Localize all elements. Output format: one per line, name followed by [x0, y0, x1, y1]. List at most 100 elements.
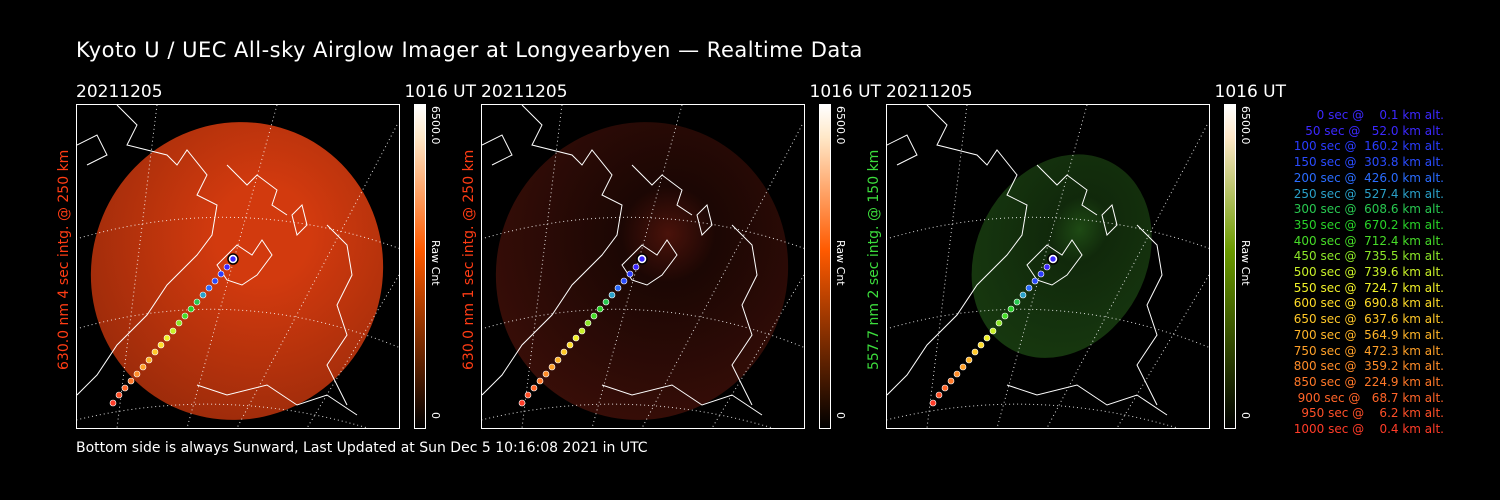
panel-wavelength-label: 630.0 nm 1 sec intg. @ 250 km	[461, 149, 477, 370]
track-point	[941, 384, 949, 392]
colorbar-max: 6500.0	[1239, 106, 1252, 145]
allsky-image	[76, 104, 400, 429]
track-point	[175, 319, 183, 327]
track-point	[560, 348, 568, 356]
colorbar	[819, 104, 831, 429]
track-point	[199, 291, 207, 299]
legend-row: 800 sec @ 359.2 km alt.	[1289, 359, 1444, 374]
track-point	[145, 356, 153, 364]
airglow-panel-3: 20211205 1016 UT	[886, 82, 1286, 432]
legend-row: 500 sec @ 739.6 km alt.	[1289, 265, 1444, 280]
track-point	[602, 298, 610, 306]
track-point	[187, 305, 195, 313]
track-point	[229, 255, 237, 263]
track-point	[590, 312, 598, 320]
colorbar-max: 6500.0	[834, 106, 847, 145]
track-point	[554, 356, 562, 364]
legend-row: 850 sec @ 224.9 km alt.	[1289, 374, 1444, 389]
legend-row: 450 sec @ 735.5 km alt.	[1289, 249, 1444, 264]
legend-row: 600 sec @ 690.8 km alt.	[1289, 296, 1444, 311]
track-point	[163, 334, 171, 342]
allsky-image	[886, 104, 1210, 429]
legend-row: 200 sec @ 426.0 km alt.	[1289, 170, 1444, 185]
airglow-panel-2: 20211205 1016 UT	[481, 82, 881, 432]
footer-note: Bottom side is always Sunward, Last Upda…	[76, 440, 648, 456]
colorbar-max: 6500.0	[429, 106, 442, 145]
track-point	[1043, 263, 1051, 271]
track-point	[977, 341, 985, 349]
track-point	[971, 348, 979, 356]
coastlines	[482, 105, 763, 416]
track-point	[217, 270, 225, 278]
allsky-image	[481, 104, 805, 429]
legend-row: 50 sec @ 52.0 km alt.	[1297, 123, 1444, 138]
page-title: Kyoto U / UEC All-sky Airglow Imager at …	[76, 38, 863, 62]
track-point	[548, 363, 556, 371]
track-point	[127, 377, 135, 385]
track-point	[626, 270, 634, 278]
track-point	[109, 399, 117, 407]
track-point	[157, 341, 165, 349]
panel-date: 20211205	[481, 82, 568, 102]
track-point	[518, 399, 526, 407]
legend-row: 250 sec @ 527.4 km alt.	[1289, 186, 1444, 201]
colorbar-label: Raw Cnt	[834, 240, 847, 286]
track-point	[1031, 277, 1039, 285]
track-point	[211, 277, 219, 285]
track-point	[536, 377, 544, 385]
track-point	[584, 319, 592, 327]
panel-time: 1016 UT	[809, 82, 882, 102]
coastlines	[887, 105, 1168, 416]
airglow-panel-1: 20211205 1016 UT	[76, 82, 476, 432]
track-point	[542, 370, 550, 378]
track-point	[1013, 298, 1021, 306]
colorbar-min: 0	[834, 412, 847, 419]
legend-row: 150 sec @ 303.8 km alt.	[1289, 155, 1444, 170]
panel-wavelength-label: 557.7 nm 2 sec intg. @ 150 km	[866, 149, 882, 370]
track-point	[596, 305, 604, 313]
track-point	[953, 370, 961, 378]
track-point	[566, 341, 574, 349]
track-point	[614, 284, 622, 292]
graticule	[887, 105, 1209, 428]
track-point	[1019, 291, 1027, 299]
panel-wavelength-label: 630.0 nm 4 sec intg. @ 250 km	[56, 149, 72, 370]
track-point	[929, 399, 937, 407]
track-point	[965, 356, 973, 364]
trajectory-legend: 0 sec @ 0.1 km alt. 50 sec @ 52.0 km alt…	[1262, 108, 1444, 438]
colorbar-min: 0	[1239, 412, 1252, 419]
track-point	[947, 377, 955, 385]
panel-date: 20211205	[76, 82, 163, 102]
colorbar	[1224, 104, 1236, 429]
track-point	[578, 327, 586, 335]
track-point	[989, 327, 997, 335]
track-point	[620, 277, 628, 285]
legend-row: 1000 sec @ 0.4 km alt.	[1293, 422, 1444, 437]
track-point	[608, 291, 616, 299]
track-point	[121, 384, 129, 392]
legend-row: 100 sec @ 160.2 km alt.	[1289, 139, 1444, 154]
panel-date: 20211205	[886, 82, 973, 102]
track-point	[139, 363, 147, 371]
panel-time: 1016 UT	[404, 82, 477, 102]
track-point	[530, 384, 538, 392]
legend-row: 650 sec @ 637.6 km alt.	[1289, 312, 1444, 327]
track-point	[959, 363, 967, 371]
track-point	[1049, 255, 1057, 263]
track-point	[193, 298, 201, 306]
legend-row: 700 sec @ 564.9 km alt.	[1289, 327, 1444, 342]
track-point	[935, 391, 943, 399]
track-point	[524, 391, 532, 399]
track-point	[638, 255, 646, 263]
legend-row: 750 sec @ 472.3 km alt.	[1289, 343, 1444, 358]
track-point	[151, 348, 159, 356]
track-point	[1007, 305, 1015, 313]
coastlines	[77, 105, 358, 416]
legend-row: 950 sec @ 6.2 km alt.	[1297, 406, 1444, 421]
colorbar-label: Raw Cnt	[429, 240, 442, 286]
colorbar	[414, 104, 426, 429]
legend-row: 550 sec @ 724.7 km alt.	[1289, 280, 1444, 295]
track-point	[1001, 312, 1009, 320]
track-point	[205, 284, 213, 292]
track-point	[632, 263, 640, 271]
